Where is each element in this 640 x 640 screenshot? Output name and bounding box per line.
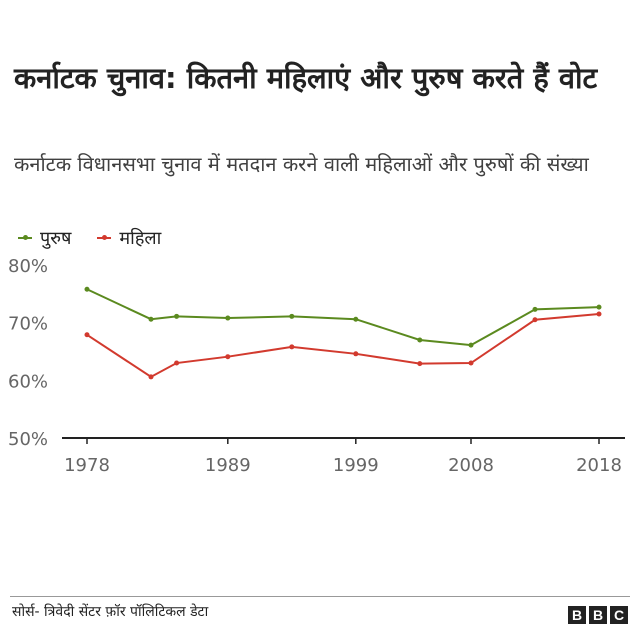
data-point-female [148,374,154,380]
y-tick-label: 50% [8,429,48,450]
data-point-male [532,306,538,312]
data-point-male [289,313,295,319]
x-tick-label: 2008 [448,455,494,476]
data-point-male [417,337,423,343]
data-point-female [468,360,474,366]
x-tick-label: 1978 [64,455,110,476]
legend-item-female: महिला [97,226,161,250]
y-tick-label: 80% [8,256,48,277]
y-tick-label: 70% [8,314,48,335]
data-point-male [84,286,90,292]
data-point-female [596,311,602,317]
data-point-male [225,315,231,321]
chart-subtitle: कर्नाटक विधानसभा चुनाव में मतदान करने वा… [14,152,589,176]
data-point-female [289,344,295,350]
source-note: सोर्स- त्रिवेदी सेंटर फ़ॉर पॉलिटिकल डेटा [12,604,209,620]
chart-title: कर्नाटक चुनाव: कितनी महिलाएं और पुरुष कर… [14,61,598,95]
data-point-male [174,313,180,319]
data-point-female [225,354,231,360]
data-point-male [596,304,602,310]
data-point-male [353,316,359,322]
x-tick-label: 1989 [205,455,251,476]
data-point-female [417,361,423,367]
series-line-male [86,288,600,347]
footer-divider [10,596,630,597]
data-point-female [532,317,538,323]
legend-label-female: महिला [119,228,162,249]
data-point-male [468,342,474,348]
x-tick-label: 2018 [576,455,622,476]
legend-item-male: पुरुष [18,226,71,250]
data-point-male [148,316,154,322]
data-point-female [353,351,359,357]
data-point-female [84,332,90,338]
legend-label-male: पुरुष [40,228,72,249]
data-point-female [174,360,180,366]
legend: पुरुष महिला [18,226,161,250]
legend-swatch-female [97,235,112,240]
series-line-female [86,313,600,379]
y-tick-label: 60% [8,371,48,392]
legend-swatch-male [18,235,32,240]
x-tick-label: 1999 [333,455,379,476]
